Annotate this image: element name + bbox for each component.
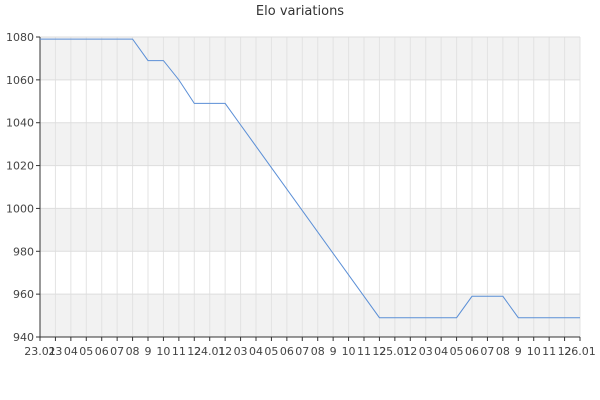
x-tick-label: 11 [542,345,556,358]
x-tick-label: 04 [249,345,263,358]
x-tick-label: 05 [450,345,464,358]
x-tick-label: 10 [527,345,541,358]
x-tick-label: 25.01 [379,345,411,358]
y-tick-label: 1040 [6,117,34,130]
x-tick-label: 10 [342,345,356,358]
x-tick-label: 12 [372,345,386,358]
x-tick-label: 08 [126,345,140,358]
x-tick-label: 9 [330,345,337,358]
y-tick-label: 1060 [6,74,34,87]
x-tick-label: 9 [145,345,152,358]
y-tick-label: 980 [13,245,34,258]
y-tick-label: 1020 [6,160,34,173]
x-tick-label: 08 [496,345,510,358]
x-tick-label: 10 [156,345,170,358]
y-tick-labels: 940 960 980 1000 1020 1040 1060 1080 [6,31,34,344]
vertical-gridlines [39,37,581,337]
axes [36,36,581,341]
x-tick-label: 05 [79,345,93,358]
x-tick-label: 07 [480,345,494,358]
grid-band [40,122,580,166]
elo-series-line [40,38,580,319]
x-tick-label: 08 [311,345,325,358]
x-tick-label: 03 [419,345,433,358]
x-tick-label: 11 [357,345,371,358]
y-tick-label: 1000 [6,202,34,215]
x-tick-label: 07 [295,345,309,358]
x-tick-label: 26.01 [564,345,596,358]
x-tick-label: 04 [434,345,448,358]
x-tick-label: 05 [264,345,278,358]
chart-title: Elo variations [255,4,345,19]
x-tick-label: 23.01 [24,345,56,358]
x-tick-label: 9 [515,345,522,358]
x-tick-label: 07 [110,345,124,358]
x-tick-label: 11 [172,345,186,358]
y-tick-label: 960 [13,288,34,301]
x-tick-label: 12 [218,345,232,358]
x-tick-label: 23 [48,345,62,358]
grid-band [40,208,580,252]
grid-band [40,37,580,80]
x-tick-label: 12 [558,345,572,358]
y-tick-label: 940 [13,331,34,344]
y-tick-label: 1080 [6,31,34,44]
x-tick-label: 12 [187,345,201,358]
horizontal-gridlines [40,36,580,338]
x-tick-label: 06 [465,345,479,358]
x-tick-label: 04 [64,345,78,358]
x-tick-label: 06 [280,345,294,358]
series-layer [40,38,580,319]
x-tick-label: 24.01 [194,345,226,358]
grid-band [40,294,580,337]
alternating-bands [40,37,580,337]
x-tick-label: 03 [234,345,248,358]
x-tick-label: 12 [403,345,417,358]
x-tick-label: 06 [95,345,109,358]
